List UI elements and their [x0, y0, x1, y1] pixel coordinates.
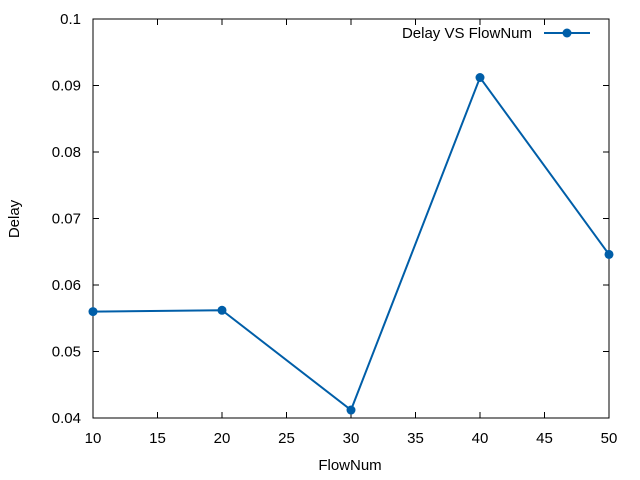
- y-tick-label: 0.1: [60, 11, 81, 28]
- plot-frame: [92, 18, 610, 419]
- x-tick-label: 15: [149, 430, 166, 447]
- y-tick-label: 0.09: [52, 78, 81, 95]
- legend: Delay VS FlowNum: [402, 25, 590, 42]
- y-axis-title: Delay: [6, 199, 23, 238]
- legend-marker-swatch: [562, 28, 572, 38]
- x-tick-label: 30: [343, 430, 360, 447]
- x-tick-label: 25: [278, 430, 295, 447]
- data-point: [346, 405, 356, 415]
- series-line: [92, 75, 610, 412]
- y-tick-label: 0.06: [52, 277, 81, 294]
- legend-label: Delay VS FlowNum: [402, 25, 532, 42]
- data-point: [475, 73, 485, 83]
- y-axis: 0.04 0.05 0.06 0.07 0.08 0.09 0.1: [52, 11, 609, 427]
- data-point: [604, 249, 614, 259]
- x-tick-label: 40: [472, 430, 489, 447]
- data-point: [217, 305, 227, 315]
- y-tick-label: 0.04: [52, 410, 81, 427]
- series-layer: [88, 73, 614, 415]
- x-tick-label: 20: [214, 430, 231, 447]
- x-tick-label: 50: [601, 430, 618, 447]
- y-tick-label: 0.08: [52, 144, 81, 161]
- x-axis-title: FlowNum: [318, 457, 381, 474]
- data-point: [88, 307, 98, 317]
- y-tick-label: 0.05: [52, 344, 81, 361]
- x-axis: 10 15 20 25 30 35 40 45 50: [85, 19, 618, 447]
- x-tick-label: 10: [85, 430, 102, 447]
- x-tick-label: 35: [407, 430, 424, 447]
- x-tick-label: 45: [536, 430, 553, 447]
- y-tick-label: 0.07: [52, 211, 81, 228]
